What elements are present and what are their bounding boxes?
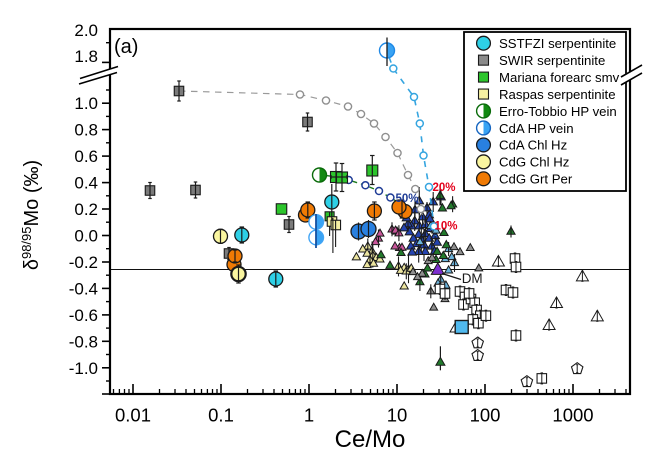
svg-text:10: 10	[387, 405, 408, 426]
svg-text:0.6: 0.6	[74, 147, 98, 166]
svg-text:CdA HP vein: CdA HP vein	[499, 121, 574, 136]
svg-text:1000: 1000	[552, 405, 593, 426]
svg-text:1.0: 1.0	[74, 94, 98, 113]
svg-text:-0.4: -0.4	[69, 279, 98, 298]
svg-text:Ce/Mo: Ce/Mo	[335, 426, 406, 453]
svg-text:100: 100	[470, 405, 501, 426]
svg-text:2.0: 2.0	[74, 21, 98, 40]
svg-text:20%: 20%	[432, 182, 455, 194]
svg-text:-0.8: -0.8	[69, 332, 98, 351]
svg-text:1.8: 1.8	[74, 47, 98, 66]
svg-text:50%: 50%	[395, 193, 418, 205]
svg-text:10%: 10%	[434, 221, 457, 233]
svg-text:DM: DM	[462, 271, 483, 286]
svg-text:-0.6: -0.6	[69, 306, 98, 325]
svg-text:0.0: 0.0	[74, 227, 98, 246]
svg-text:CdG Grt Per: CdG Grt Per	[499, 172, 573, 187]
svg-text:0.01: 0.01	[115, 405, 151, 426]
svg-text:Erro-Tobbio HP vein: Erro-Tobbio HP vein	[499, 104, 617, 119]
svg-text:0.2: 0.2	[74, 200, 98, 219]
svg-text:-1.0: -1.0	[69, 359, 98, 378]
svg-text:CdA Chl Hz: CdA Chl Hz	[499, 138, 567, 153]
svg-text:Raspas serpentinite: Raspas serpentinite	[499, 87, 616, 102]
svg-text:0.8: 0.8	[74, 121, 98, 140]
svg-text:0.4: 0.4	[74, 174, 98, 193]
svg-text:(a): (a)	[114, 36, 138, 58]
svg-text:SSTFZI serpentinite: SSTFZI serpentinite	[499, 36, 616, 51]
svg-text:1: 1	[304, 405, 314, 426]
svg-text:CdG Chl Hz: CdG Chl Hz	[499, 155, 569, 170]
svg-text:-0.2: -0.2	[69, 253, 98, 272]
svg-text:SWIR serpentinite: SWIR serpentinite	[499, 53, 605, 68]
svg-text:0.1: 0.1	[208, 405, 234, 426]
svg-text:Mariana forearc smv: Mariana forearc smv	[499, 70, 620, 85]
